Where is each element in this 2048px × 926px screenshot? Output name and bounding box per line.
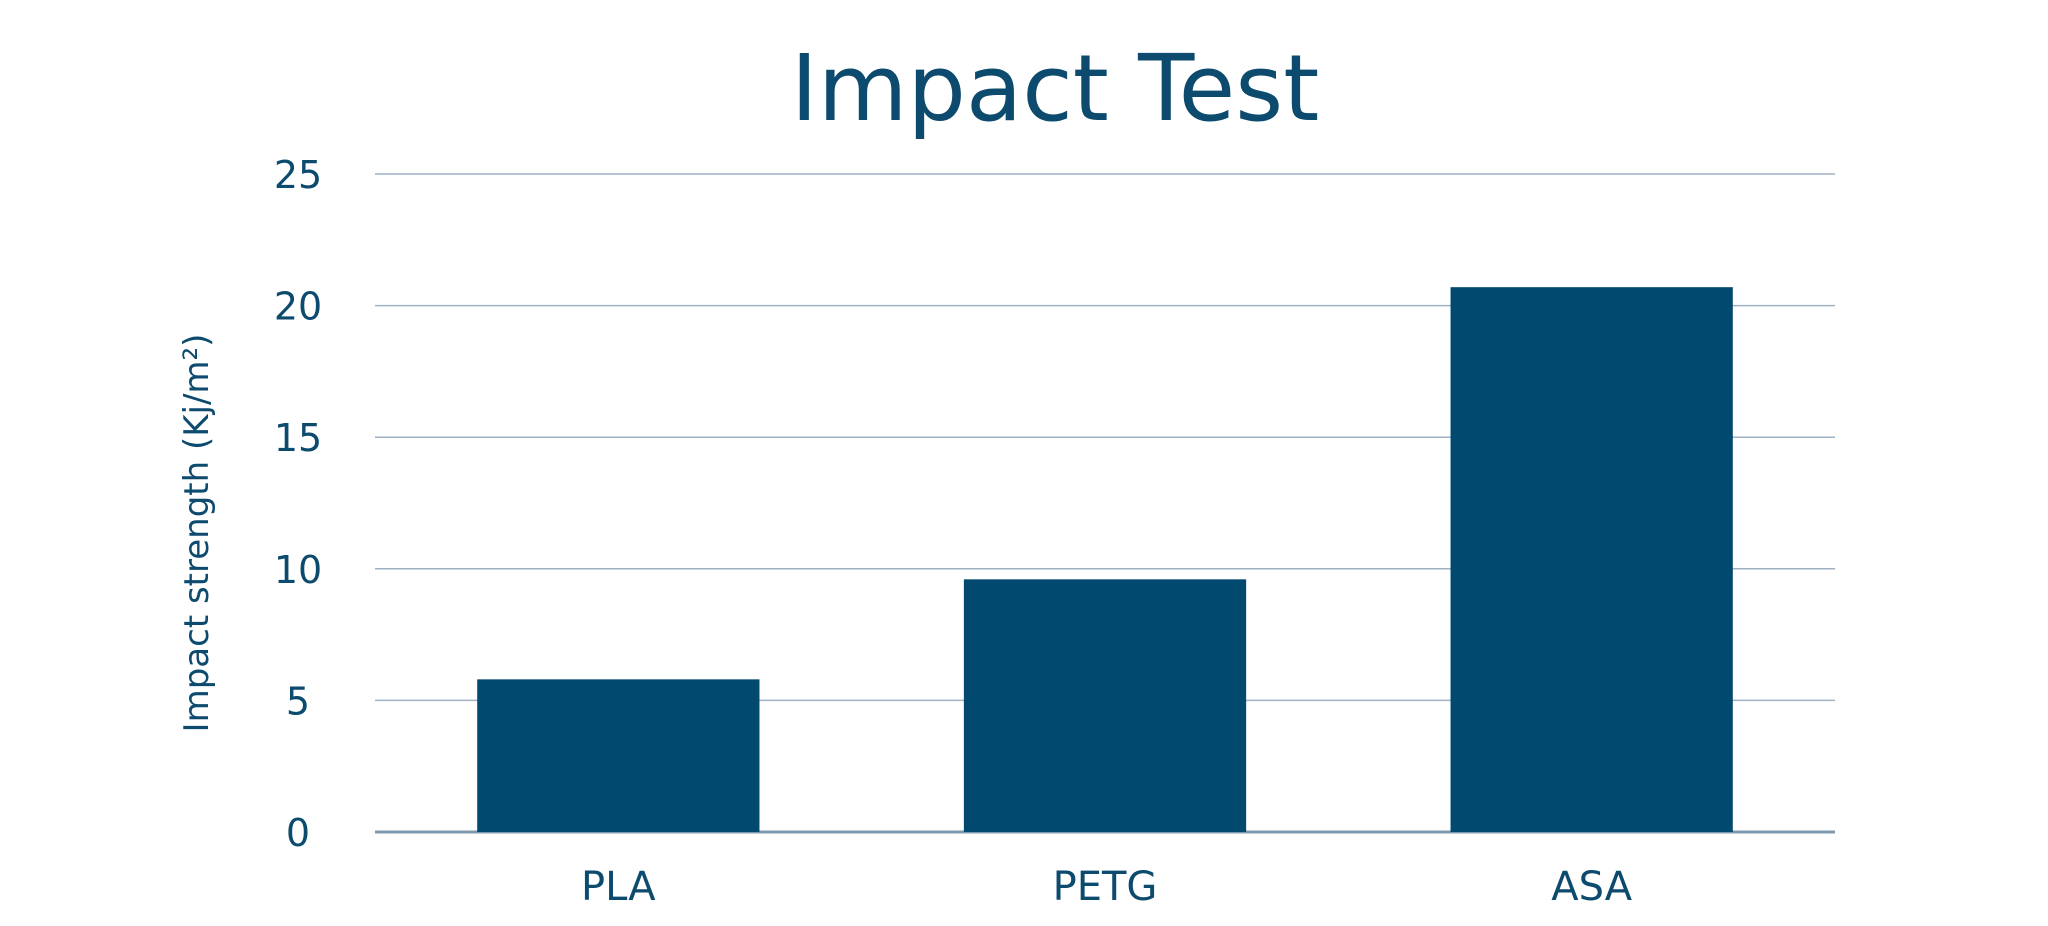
y-tick-label: 0 xyxy=(286,811,310,855)
y-axis-label: Impact strength (Kj/m²) xyxy=(177,334,217,733)
y-tick-label: 25 xyxy=(274,153,322,197)
chart-title: Impact Test xyxy=(791,35,1320,142)
x-axis-tick-labels: PLA PETG ASA xyxy=(581,864,1633,910)
y-tick-label: 10 xyxy=(274,548,322,592)
y-tick-label: 5 xyxy=(286,679,310,723)
y-axis-tick-labels: 0 5 10 15 20 25 xyxy=(274,153,322,855)
x-tick-label-asa: ASA xyxy=(1551,864,1632,910)
bar-asa xyxy=(1450,287,1733,832)
bar-pla xyxy=(477,679,760,832)
bars xyxy=(477,287,1733,832)
bar-petg xyxy=(963,579,1247,832)
y-tick-label: 15 xyxy=(274,416,322,460)
x-tick-label-petg: PETG xyxy=(1053,864,1158,910)
y-tick-label: 20 xyxy=(274,285,322,329)
x-tick-label-pla: PLA xyxy=(581,864,656,910)
